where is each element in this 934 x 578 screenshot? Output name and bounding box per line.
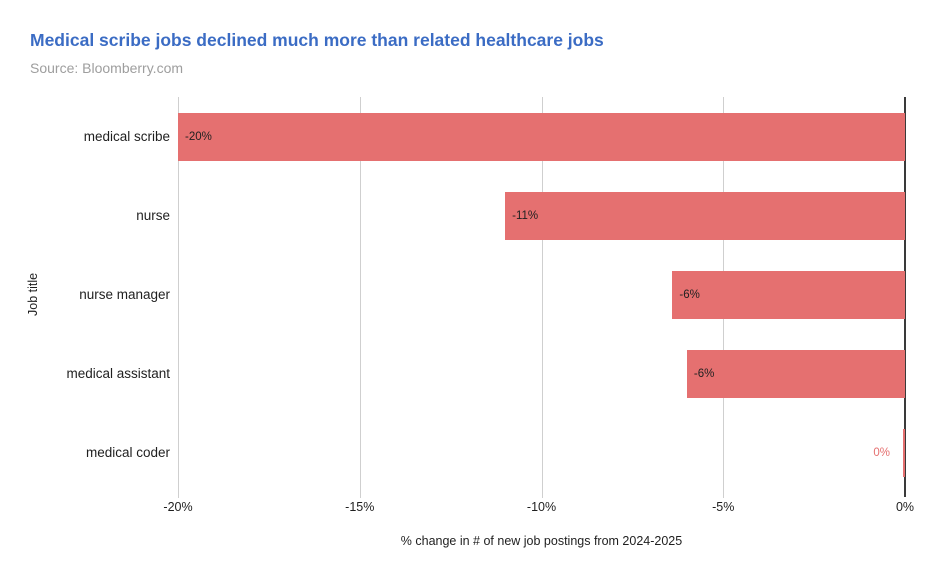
x-axis-label: % change in # of new job postings from 2…: [400, 534, 683, 548]
bar-row-medical-assistant: -6%: [178, 334, 905, 413]
chart-title: Medical scribe jobs declined much more t…: [30, 30, 604, 50]
x-tick-zero: 0%: [895, 500, 915, 514]
gridline-minus20: [178, 97, 179, 498]
x-tick-minus5: -5%: [712, 500, 735, 514]
bar-row-medical-scribe: -20%: [178, 97, 905, 176]
value-label-nurse: -11%: [512, 209, 539, 222]
chart-source: Source: Bloomberry.com: [30, 60, 184, 76]
x-tick-minus15: -15%: [345, 500, 375, 514]
category-label-medical-coder: medical coder: [85, 445, 170, 460]
bar-row-medical-coder: 0%: [178, 413, 905, 492]
bar-medical-coder: 0%: [873, 428, 905, 477]
bar-nurse-manager: -6%: [672, 270, 905, 319]
category-label-nurse-manager: nurse manager: [79, 287, 170, 302]
bar-row-nurse-manager: -6%: [178, 255, 905, 334]
category-axis: medical scribe nurse nurse manager medic…: [0, 97, 170, 492]
x-tick-minus20: -20%: [163, 500, 193, 514]
bar-rows: -20% -11% -6% -6% 0%: [178, 97, 905, 492]
x-tick-minus10: -10%: [526, 500, 557, 514]
value-label-medical-assistant: -6%: [693, 367, 715, 380]
bar-medical-scribe: -20%: [178, 112, 905, 161]
category-label-medical-assistant: medical assistant: [66, 366, 170, 381]
bar-nurse: -11%: [505, 191, 905, 240]
value-label-medical-coder: 0%: [873, 446, 890, 459]
gridline-minus10: [541, 97, 543, 498]
category-label-nurse: nurse: [136, 208, 170, 223]
x-axis-ticks: -20% -15% -10% -5% 0%: [163, 500, 914, 516]
value-label-nurse-manager: -6%: [679, 288, 700, 301]
gridline-minus15: [359, 97, 361, 498]
zero-axis-line: [904, 97, 906, 497]
plot-area: -20% -11% -6% -6% 0%: [178, 97, 906, 498]
bar-medical-assistant: -6%: [686, 349, 905, 398]
category-label-medical-scribe: medical scribe: [83, 129, 170, 144]
value-label-medical-scribe: -20%: [185, 130, 212, 143]
bar-row-nurse: -11%: [178, 176, 905, 255]
